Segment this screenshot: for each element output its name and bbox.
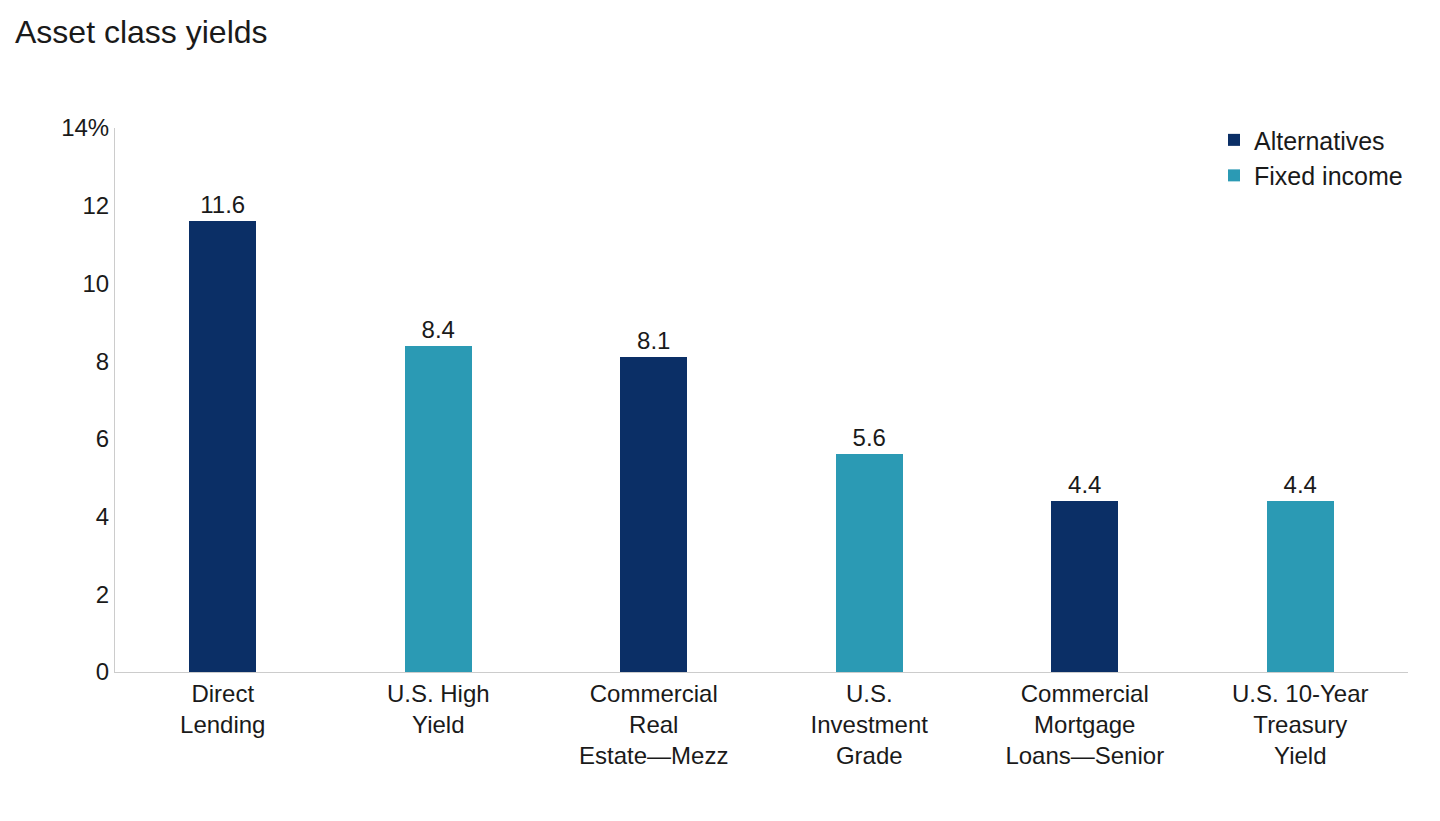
svg-text:2: 2 [96,581,109,608]
svg-text:14%: 14% [61,114,109,141]
svg-text:0: 0 [96,658,109,685]
svg-text:Alternatives: Alternatives [1254,127,1385,155]
svg-text:5.6: 5.6 [853,424,886,451]
svg-text:CommercialRealEstate—Mezz: CommercialRealEstate—Mezz [579,680,728,769]
svg-text:CommercialMortgageLoans—Senior: CommercialMortgageLoans—Senior [1005,680,1164,769]
svg-text:6: 6 [96,425,109,452]
svg-text:U.S. 10-YearTreasuryYield: U.S. 10-YearTreasuryYield [1232,680,1369,769]
svg-text:DirectLending: DirectLending [180,680,265,738]
svg-text:4: 4 [96,503,109,530]
svg-text:12: 12 [82,192,109,219]
svg-text:10: 10 [82,270,109,297]
svg-text:Fixed income: Fixed income [1254,162,1403,190]
svg-text:11.6: 11.6 [200,191,245,218]
svg-text:U.S.InvestmentGrade: U.S.InvestmentGrade [811,680,929,769]
svg-text:Asset class yields: Asset class yields [15,14,268,50]
svg-text:8: 8 [96,348,109,375]
svg-text:4.4: 4.4 [1068,471,1101,498]
svg-text:U.S. HighYield: U.S. HighYield [387,680,490,738]
svg-text:8.1: 8.1 [637,327,670,354]
svg-text:8.4: 8.4 [422,316,455,343]
svg-text:4.4: 4.4 [1284,471,1317,498]
